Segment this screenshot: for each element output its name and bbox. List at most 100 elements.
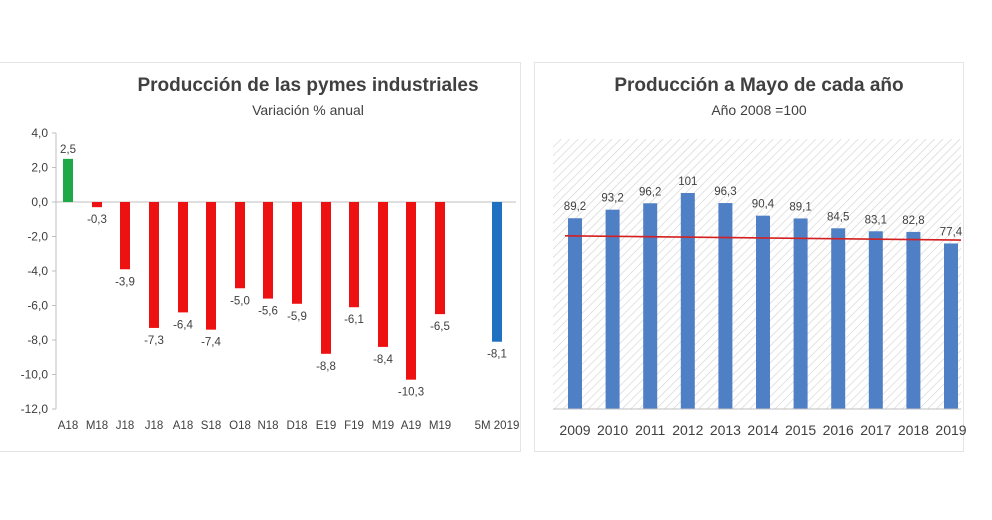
y-tick-label: -8,0 [27, 333, 48, 347]
data-label: -8,1 [487, 349, 507, 361]
x-tick-label: 2010 [597, 422, 628, 438]
data-label: 84,5 [827, 211, 849, 223]
bar [321, 202, 331, 354]
x-tick-label: F19 [344, 420, 364, 432]
data-label: -6,1 [344, 314, 364, 326]
reference-line [564, 234, 962, 241]
x-tick-label: J18 [145, 420, 164, 432]
bar [206, 202, 216, 330]
bar [492, 202, 502, 342]
x-tick-label: J18 [116, 420, 135, 432]
data-label: 82,8 [902, 215, 924, 227]
bar [120, 202, 130, 270]
bar-series [63, 158, 502, 380]
chart-produccion-mayo: Producción a Mayo de cada año Año 2008 =… [553, 75, 967, 438]
bar [178, 202, 188, 313]
data-label: 89,1 [789, 201, 811, 213]
x-tick-label: 2015 [785, 422, 816, 438]
bar-series [568, 193, 958, 409]
data-label: 96,3 [714, 186, 736, 198]
bar [63, 158, 73, 202]
data-label: -8,4 [373, 354, 393, 366]
data-labels: 2,5 -0,3 -3,9 -7,3 -6,4 -7,4 -5,0 -5,6 -5,9 -8,8 -… [60, 144, 507, 399]
data-label: -5,9 [287, 311, 307, 323]
y-tick-label: -10,0 [21, 368, 49, 382]
y-tick-label: 4,0 [31, 126, 48, 140]
bar [643, 203, 658, 409]
data-label: 83,1 [865, 214, 887, 226]
data-label: -0,3 [87, 214, 107, 226]
x-tick-label: 5M 2019 [475, 420, 520, 432]
x-tick-label: 2012 [672, 422, 703, 438]
trend-line [564, 234, 962, 241]
data-label: 89,2 [564, 201, 586, 213]
data-label: -6,4 [173, 319, 193, 331]
data-label: 90,4 [752, 199, 775, 211]
y-axis: 4,0 2,0 0,0 -2,0 -4,0 -6,0 -8,0 -10,0 -12,0 [21, 126, 516, 416]
bar [605, 209, 620, 409]
data-label: -5,0 [230, 295, 250, 307]
x-axis: 2009 2010 2011 2012 2013 2014 2015 2016 2017 2018… [553, 408, 967, 438]
x-tick-label: M19 [429, 420, 451, 432]
x-tick-label: E19 [316, 420, 336, 432]
bar [435, 202, 445, 315]
bar [906, 231, 921, 409]
x-tick-label: 2011 [635, 422, 665, 438]
x-tick-label: 2013 [710, 422, 741, 438]
data-label: -10,3 [398, 387, 424, 399]
chart-title: Producción a Mayo de cada año [614, 75, 903, 96]
y-tick-label: -12,0 [21, 402, 49, 416]
chart-subtitle: Variación % anual [252, 102, 364, 118]
bar [831, 228, 846, 409]
bar [680, 193, 695, 409]
data-label: -8,8 [316, 361, 336, 373]
bar [868, 231, 883, 409]
data-label: 2,5 [60, 144, 76, 156]
data-labels: 89,2 93,2 96,2 101 96,3 90,4 89,1 84,5 83,1 82,8 7… [564, 176, 963, 238]
bar [944, 243, 958, 409]
bar [756, 215, 770, 409]
x-tick-label: 2017 [860, 422, 891, 438]
y-tick-label: 2,0 [31, 161, 48, 175]
x-tick-label: M18 [86, 420, 108, 432]
data-label: -5,6 [258, 306, 278, 318]
x-axis: A18 M18 J18 J18 A18 S18 O18 N18 D18 E19 F19 M19 A19 M… [58, 420, 520, 432]
data-label: 93,2 [601, 193, 623, 205]
data-label: -7,4 [201, 337, 221, 349]
chart-panel-pymes: Producción de las pymes industriales Var… [0, 62, 521, 452]
data-label: 96,2 [639, 186, 661, 198]
data-label: -7,3 [144, 335, 164, 347]
y-tick-label: -4,0 [27, 264, 48, 278]
y-tick-label: -2,0 [27, 230, 48, 244]
bar [149, 202, 159, 328]
x-tick-label: N18 [257, 420, 278, 432]
bar [406, 202, 416, 380]
chart-title: Producción de las pymes industriales [137, 75, 478, 96]
x-tick-label: 2009 [559, 422, 590, 438]
x-tick-label: A19 [401, 420, 421, 432]
bar [349, 202, 359, 308]
x-tick-label: A18 [58, 420, 78, 432]
y-tick-label: -6,0 [27, 299, 48, 313]
bar [568, 218, 582, 409]
bar [235, 202, 245, 289]
bar [718, 203, 733, 409]
x-tick-label: D18 [286, 420, 307, 432]
data-label: 77,4 [940, 226, 963, 238]
chart-panel-mayo: Producción a Mayo de cada año Año 2008 =… [534, 62, 967, 452]
y-tick-label: 0,0 [31, 195, 48, 209]
x-tick-label: 2018 [898, 422, 929, 438]
data-label: -6,5 [430, 321, 450, 333]
x-tick-label: 2014 [747, 422, 778, 438]
x-tick-label: M19 [372, 420, 394, 432]
bar [793, 218, 808, 409]
data-label: -3,9 [115, 276, 135, 288]
x-tick-label: O18 [229, 420, 251, 432]
chart-subtitle: Año 2008 =100 [711, 102, 807, 118]
x-tick-label: 2019 [935, 422, 966, 438]
bar [292, 202, 302, 304]
x-tick-label: S18 [201, 420, 221, 432]
data-label: 101 [678, 176, 697, 188]
bar [263, 202, 273, 299]
bar [378, 202, 388, 347]
